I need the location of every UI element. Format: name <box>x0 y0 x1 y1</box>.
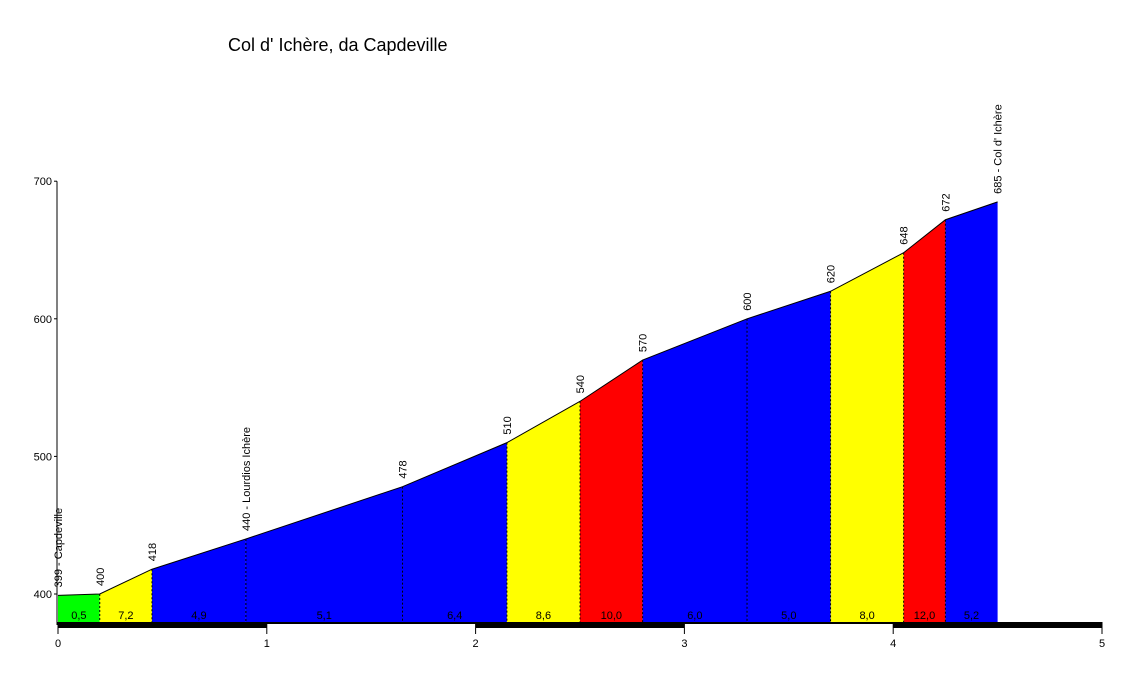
gradient-label: 0,5 <box>71 610 86 622</box>
profile-segment <box>580 360 643 622</box>
gradient-label: 8,0 <box>859 610 874 622</box>
gradient-label: 10,0 <box>601 610 622 622</box>
x-tick-label: 1 <box>264 638 270 650</box>
elevation-label: 540 <box>575 375 587 393</box>
y-tick-label: 600 <box>34 314 52 326</box>
gradient-label: 4,9 <box>191 610 206 622</box>
y-tick-label: 700 <box>34 176 52 188</box>
elevation-label: 685 - Col d' Ichère <box>993 104 1005 194</box>
x-tick-label: 5 <box>1099 638 1105 650</box>
elevation-label: 418 <box>147 543 159 561</box>
y-tick-label: 500 <box>34 451 52 463</box>
profile-segment <box>903 219 946 622</box>
x-tick-label: 4 <box>890 638 896 650</box>
gradient-label: 6,0 <box>687 610 702 622</box>
elevation-label: 478 <box>398 460 410 478</box>
profile-line <box>57 201 998 596</box>
profile-segment <box>830 252 904 622</box>
x-axis-bar-white <box>266 624 476 628</box>
profile-segment <box>402 442 507 622</box>
x-tick-label: 3 <box>681 638 687 650</box>
elevation-label: 399 - Capdeville <box>53 508 65 588</box>
profile-segment <box>945 201 998 622</box>
elevation-label: 648 <box>899 226 911 244</box>
elevation-label: 510 <box>502 416 514 434</box>
elevation-label: 620 <box>826 265 838 283</box>
gradient-label: 6,4 <box>447 610 462 622</box>
x-axis-bar-white <box>684 624 894 628</box>
gradient-label: 8,6 <box>536 610 551 622</box>
profile-segment <box>58 594 100 622</box>
x-tick-label: 0 <box>55 638 61 650</box>
gradient-label: 12,0 <box>914 610 935 622</box>
gradient-label: 5,2 <box>964 610 979 622</box>
y-tick-label: 400 <box>34 589 52 601</box>
gradient-label: 5,0 <box>781 610 796 622</box>
profile-segment <box>245 486 403 622</box>
profile-segment <box>99 569 152 622</box>
profile-segment <box>506 401 580 622</box>
profile-segment <box>747 291 831 622</box>
elevation-label: 672 <box>940 193 952 211</box>
x-axis-bar <box>475 622 685 628</box>
elevation-label: 440 - Lourdios Ichère <box>241 427 253 531</box>
x-axis-bar <box>893 622 1102 628</box>
x-tick-label: 2 <box>473 638 479 650</box>
chart-title: Col d' Ichère, da Capdeville <box>228 35 448 55</box>
elevation-label: 400 <box>95 568 107 586</box>
x-axis-bar <box>58 622 267 628</box>
gradient-label: 7,2 <box>118 610 133 622</box>
elevation-label: 570 <box>638 334 650 352</box>
elevation-label: 600 <box>742 292 754 310</box>
gradient-label: 5,1 <box>317 610 332 622</box>
profile-segment <box>642 318 748 622</box>
profile-segment <box>151 538 246 622</box>
